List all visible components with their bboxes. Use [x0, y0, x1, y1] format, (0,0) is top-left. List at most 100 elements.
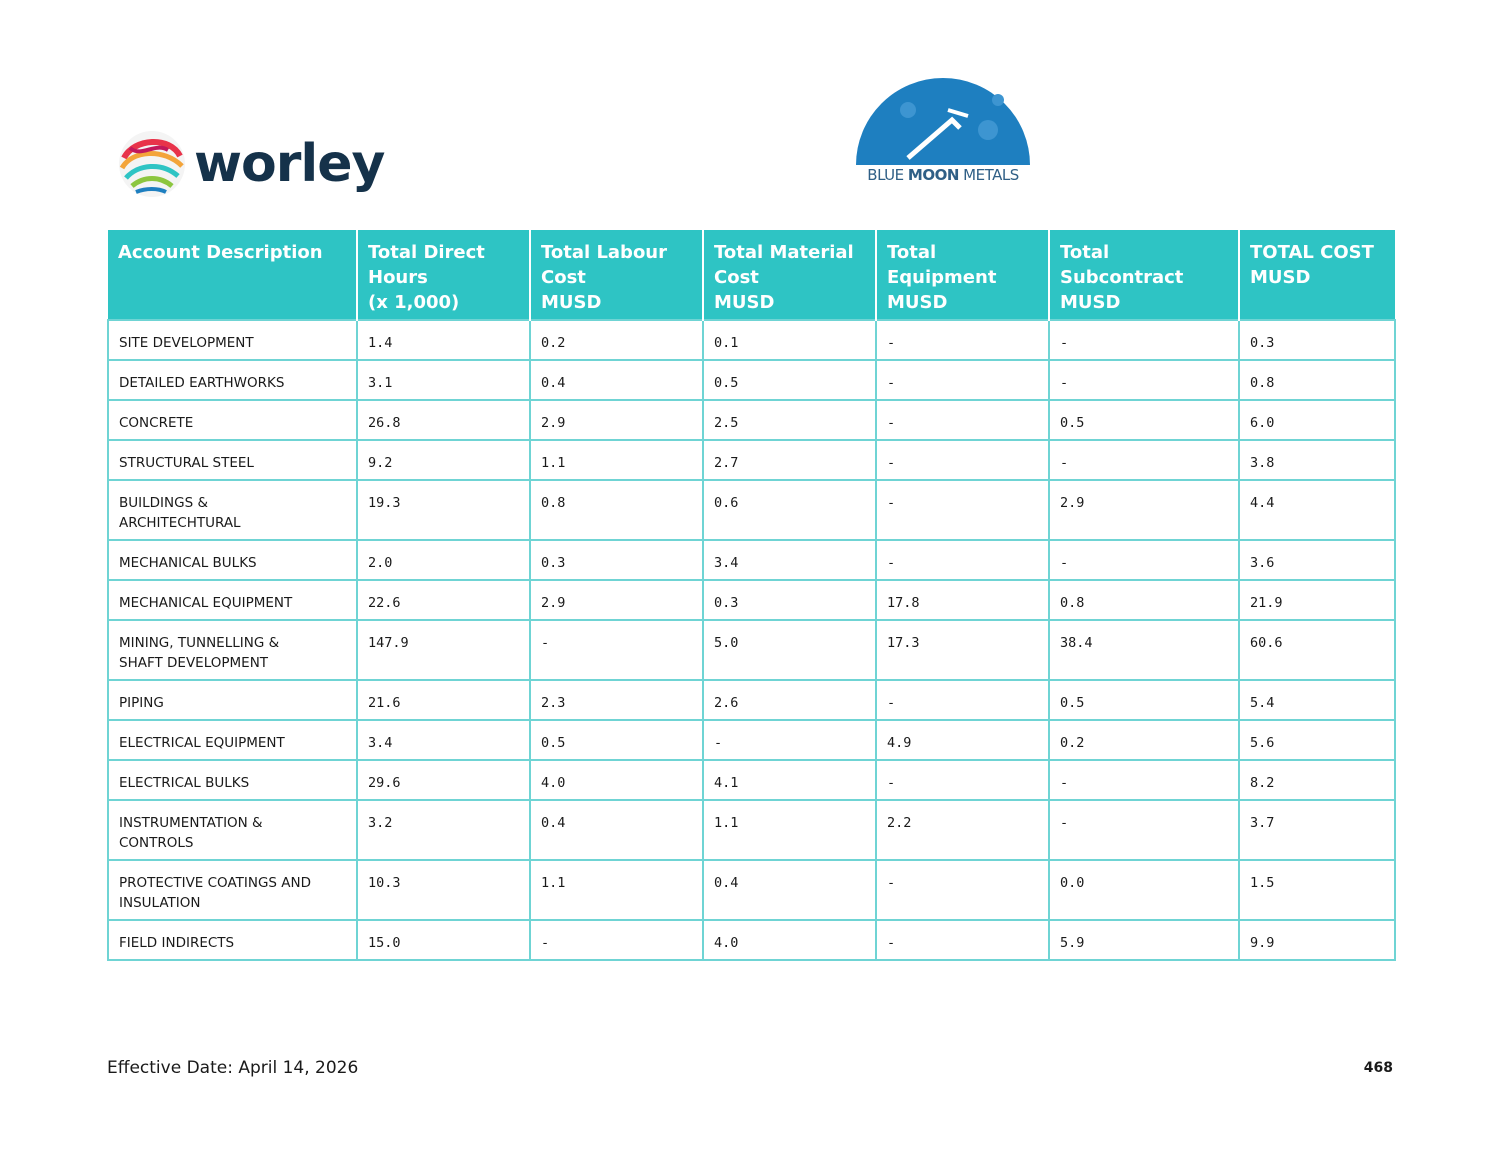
- subcontract-cell: -: [1048, 439, 1240, 481]
- equipment-cell: -: [875, 359, 1050, 401]
- subcontract-cell: 0.2: [1048, 719, 1240, 761]
- table-row: PIPING 21.6 2.3 2.6-0.5 5.4: [107, 679, 1396, 721]
- material-cell: 0.5: [702, 359, 877, 401]
- table-row: MINING, TUNNELLING & SHAFT DEVELOPMENT 147…: [107, 619, 1396, 681]
- total-cell: 1.5: [1238, 859, 1396, 921]
- table-row: CONCRETE 26.8 2.9 2.5-0.5 6.0: [107, 399, 1396, 441]
- material-cell: 2.6: [702, 679, 877, 721]
- column-header-line: TOTAL COST: [1250, 242, 1374, 263]
- equipment-cell: -: [875, 679, 1050, 721]
- table-row: PROTECTIVE COATINGS AND INSULATION 10.3 1.1…: [107, 859, 1396, 921]
- column-header: Total Labour Cost MUSD: [530, 230, 704, 320]
- bm-word-1: BLUE: [867, 166, 908, 184]
- column-header: Total Direct Hours (x 1,000): [357, 230, 531, 320]
- account-description-line: INSTRUMENTATION &: [119, 815, 263, 831]
- bm-word-3: METALS: [958, 166, 1019, 184]
- account-description-cell: PIPING: [107, 679, 358, 721]
- account-description-cell: MECHANICAL BULKS: [107, 539, 358, 581]
- hours-cell: 10.3: [356, 859, 531, 921]
- account-description-cell: MINING, TUNNELLING & SHAFT DEVELOPMENT: [107, 619, 358, 681]
- hours-cell: 9.2: [356, 439, 531, 481]
- table-row: SITE DEVELOPMENT 1.4 0.2 0.1- -0.3: [107, 319, 1396, 361]
- column-header: Total Material Cost MUSD: [703, 230, 877, 320]
- labour-cell: 2.9: [529, 399, 704, 441]
- labour-cell: -: [529, 919, 704, 961]
- equipment-cell: -: [875, 759, 1050, 801]
- subcontract-cell: -: [1048, 539, 1240, 581]
- material-cell: 5.0: [702, 619, 877, 681]
- labour-cell: -: [529, 619, 704, 681]
- table-row: FIELD INDIRECTS 15.0-4.0-5.9 9.9: [107, 919, 1396, 961]
- column-header: Total Equipment MUSD: [876, 230, 1050, 320]
- subcontract-cell: 0.8: [1048, 579, 1240, 621]
- subcontract-cell: 0.5: [1048, 399, 1240, 441]
- total-cell: 9.9: [1238, 919, 1396, 961]
- account-description-line: MINING, TUNNELLING &: [119, 635, 280, 651]
- column-header-line: (x 1,000): [368, 292, 460, 313]
- account-description-line: INSULATION: [119, 895, 201, 911]
- hours-cell: 29.6: [356, 759, 531, 801]
- effective-date: Effective Date: April 14, 2026: [107, 1058, 359, 1078]
- table-row: BUILDINGS & ARCHITECHTURAL 19.3 0.8 0.6-2.9 4…: [107, 479, 1396, 541]
- account-description-cell: INSTRUMENTATION & CONTROLS: [107, 799, 358, 861]
- table-row: MECHANICAL BULKS 2.0 0.3 3.4- -3.6: [107, 539, 1396, 581]
- worley-swirl-icon: [119, 131, 185, 197]
- hours-cell: 3.2: [356, 799, 531, 861]
- table-row: STRUCTURAL STEEL 9.2 1.1 2.7- -3.8: [107, 439, 1396, 481]
- account-description-cell: STRUCTURAL STEEL: [107, 439, 358, 481]
- equipment-cell: 17.3: [875, 619, 1050, 681]
- account-description-line: SHAFT DEVELOPMENT: [119, 655, 269, 671]
- subcontract-cell: 2.9: [1048, 479, 1240, 541]
- account-description-cell: DETAILED EARTHWORKS: [107, 359, 358, 401]
- equipment-cell: -: [875, 539, 1050, 581]
- column-header-line: Total Labour: [541, 242, 667, 263]
- labour-cell: 1.1: [529, 439, 704, 481]
- account-description-line: DETAILED EARTHWORKS: [119, 375, 285, 391]
- labour-cell: 0.3: [529, 539, 704, 581]
- table-row: MECHANICAL EQUIPMENT 22.6 2.9 0.3 17.8 0.8 21.…: [107, 579, 1396, 621]
- account-description-line: MECHANICAL EQUIPMENT: [119, 595, 293, 611]
- labour-cell: 0.4: [529, 359, 704, 401]
- subcontract-cell: 5.9: [1048, 919, 1240, 961]
- material-cell: 0.1: [702, 319, 877, 361]
- hours-cell: 26.8: [356, 399, 531, 441]
- worley-logo: worley: [116, 124, 416, 204]
- total-cell: 5.4: [1238, 679, 1396, 721]
- column-header-line: Equipment: [887, 267, 997, 288]
- table-row: INSTRUMENTATION & CONTROLS 3.2 0.4 1.1 2.2-3.…: [107, 799, 1396, 861]
- material-cell: 0.4: [702, 859, 877, 921]
- column-header-line: Total Material: [714, 242, 854, 263]
- material-cell: 3.4: [702, 539, 877, 581]
- column-header-line: MUSD: [714, 292, 775, 313]
- total-cell: 3.7: [1238, 799, 1396, 861]
- account-description-line: ELECTRICAL EQUIPMENT: [119, 735, 285, 751]
- column-header-line: MUSD: [1250, 267, 1311, 288]
- account-description-line: CONCRETE: [119, 415, 194, 431]
- subcontract-cell: -: [1048, 759, 1240, 801]
- account-description-cell: ELECTRICAL BULKS: [107, 759, 358, 801]
- labour-cell: 0.8: [529, 479, 704, 541]
- blue-moon-icon: [856, 78, 1030, 165]
- table-row: ELECTRICAL EQUIPMENT 3.4 0.5-4.9 0.2 5.6: [107, 719, 1396, 761]
- subcontract-cell: -: [1048, 359, 1240, 401]
- column-header-line: MUSD: [541, 292, 602, 313]
- worley-wordmark: worley: [194, 134, 385, 194]
- material-cell: 0.3: [702, 579, 877, 621]
- total-cell: 5.6: [1238, 719, 1396, 761]
- labour-cell: 2.3: [529, 679, 704, 721]
- material-cell: 4.0: [702, 919, 877, 961]
- account-description-line: CONTROLS: [119, 835, 194, 851]
- account-description-cell: FIELD INDIRECTS: [107, 919, 358, 961]
- material-cell: 4.1: [702, 759, 877, 801]
- total-cell: 4.4: [1238, 479, 1396, 541]
- column-header-line: Subcontract: [1060, 267, 1184, 288]
- hours-cell: 19.3: [356, 479, 531, 541]
- equipment-cell: 17.8: [875, 579, 1050, 621]
- account-description-cell: PROTECTIVE COATINGS AND INSULATION: [107, 859, 358, 921]
- total-cell: 21.9: [1238, 579, 1396, 621]
- column-header-line: Total: [1060, 242, 1110, 263]
- labour-cell: 2.9: [529, 579, 704, 621]
- labour-cell: 0.4: [529, 799, 704, 861]
- hours-cell: 2.0: [356, 539, 531, 581]
- hours-cell: 3.4: [356, 719, 531, 761]
